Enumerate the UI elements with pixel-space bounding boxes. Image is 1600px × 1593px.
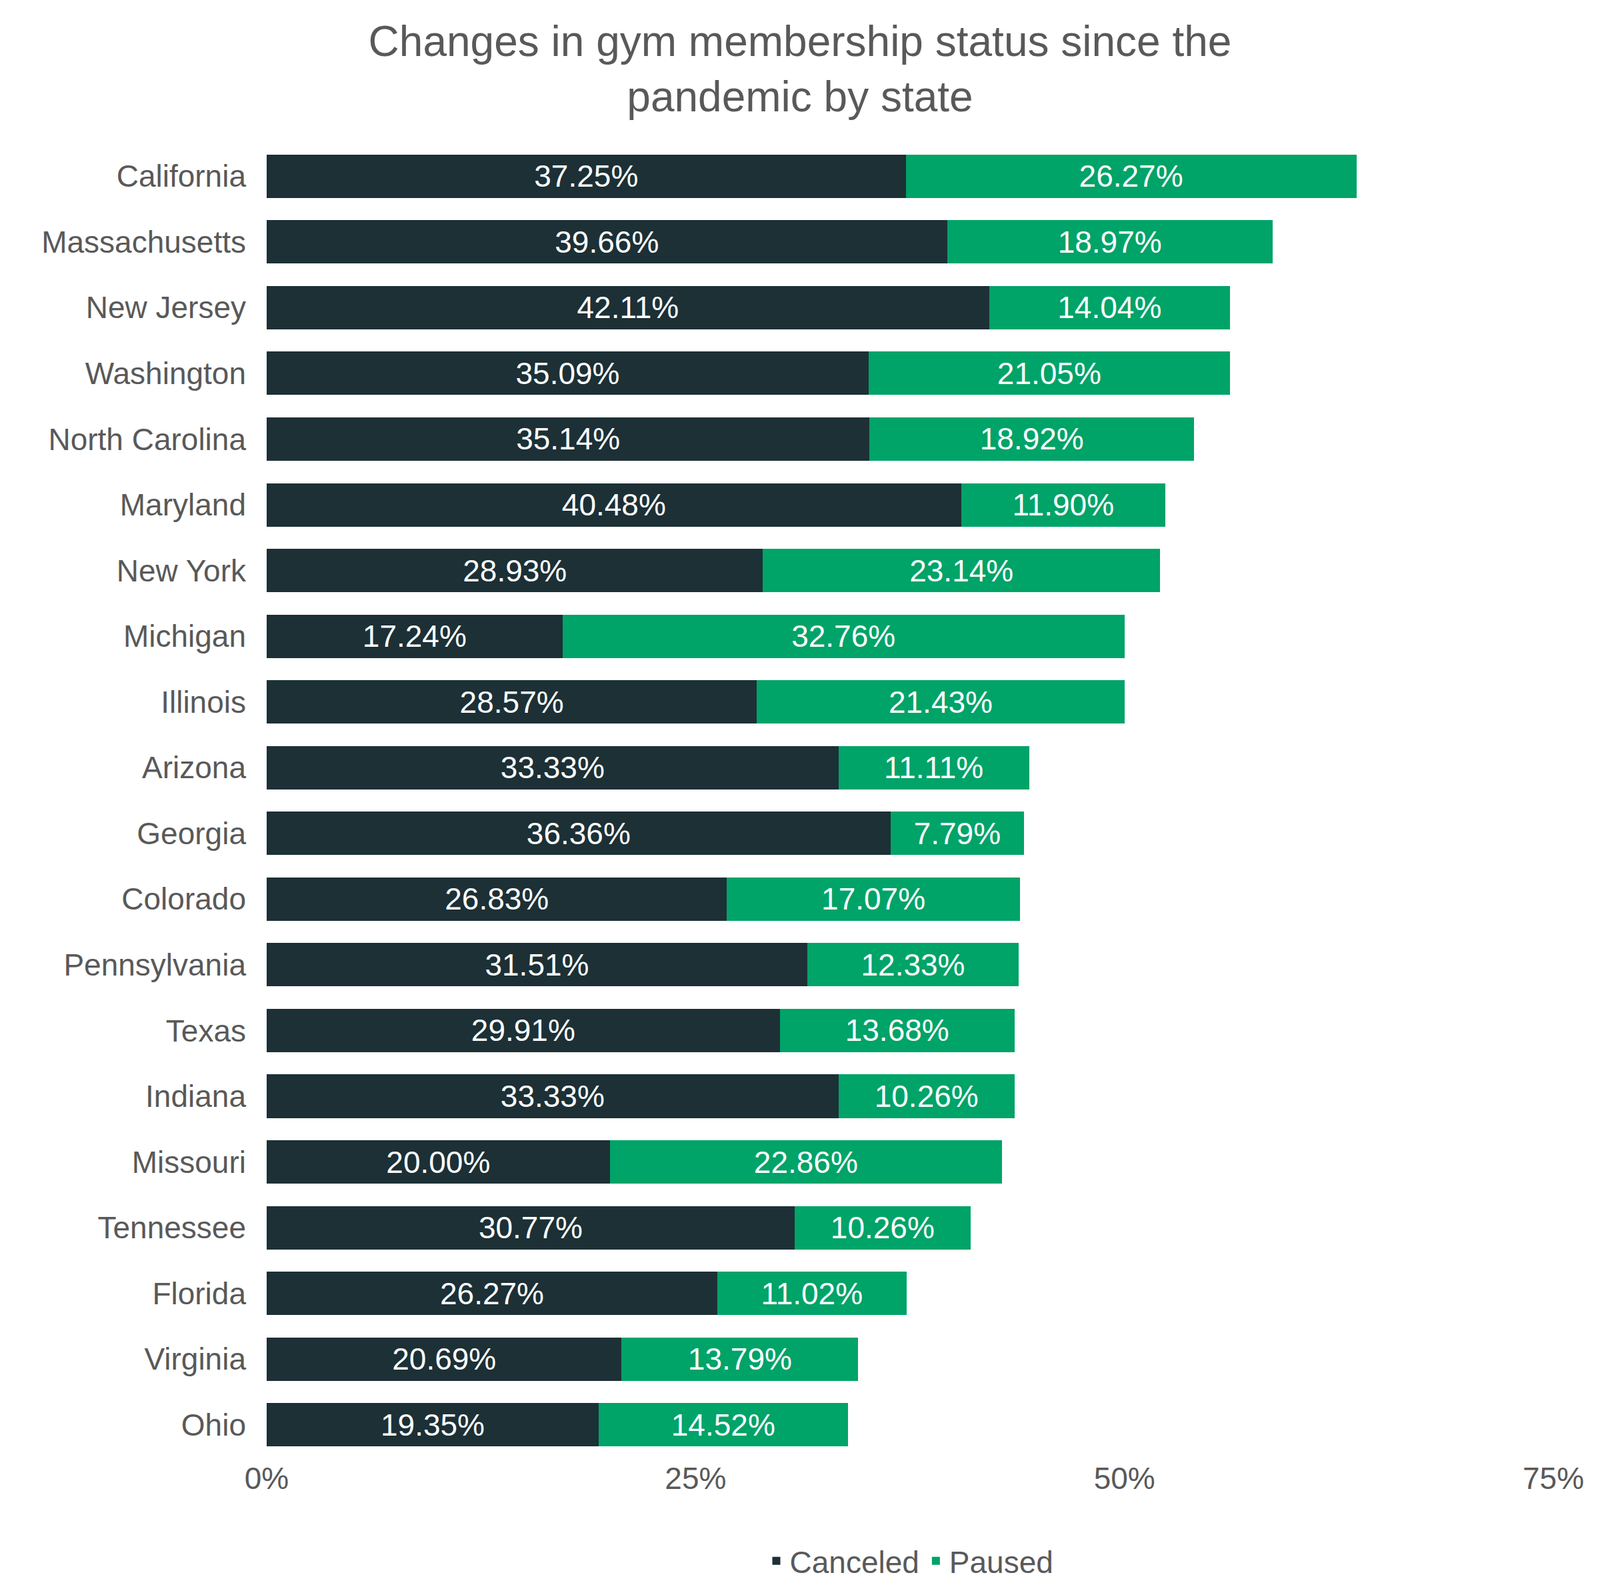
svg-text:Paused: Paused bbox=[949, 1544, 1054, 1580]
svg-text:Massachusetts: Massachusetts bbox=[41, 224, 246, 260]
svg-text:12.33%: 12.33% bbox=[860, 947, 965, 982]
svg-text:20.00%: 20.00% bbox=[386, 1144, 490, 1180]
svg-text:33.33%: 33.33% bbox=[500, 750, 605, 785]
svg-text:33.33%: 33.33% bbox=[500, 1078, 605, 1114]
svg-text:Texas: Texas bbox=[166, 1013, 246, 1048]
svg-text:Indiana: Indiana bbox=[145, 1078, 246, 1114]
svg-text:13.68%: 13.68% bbox=[845, 1012, 950, 1048]
svg-text:36.36%: 36.36% bbox=[526, 816, 631, 851]
svg-text:23.14%: 23.14% bbox=[909, 553, 1014, 588]
svg-text:Pennsylvania: Pennsylvania bbox=[63, 947, 246, 982]
svg-text:Illinois: Illinois bbox=[160, 684, 246, 720]
svg-text:32.76%: 32.76% bbox=[791, 618, 896, 654]
svg-text:19.35%: 19.35% bbox=[380, 1407, 485, 1442]
svg-text:26.27%: 26.27% bbox=[1079, 158, 1184, 194]
svg-text:Maryland: Maryland bbox=[120, 487, 246, 522]
svg-text:26.27%: 26.27% bbox=[440, 1276, 544, 1311]
svg-text:31.51%: 31.51% bbox=[484, 947, 589, 982]
svg-text:75%: 75% bbox=[1522, 1460, 1584, 1496]
svg-text:26.83%: 26.83% bbox=[444, 881, 549, 916]
svg-text:Michigan: Michigan bbox=[123, 618, 246, 654]
svg-text:21.05%: 21.05% bbox=[997, 356, 1102, 391]
svg-text:28.57%: 28.57% bbox=[460, 684, 564, 720]
svg-text:Colorado: Colorado bbox=[121, 881, 246, 916]
svg-text:28.93%: 28.93% bbox=[462, 553, 567, 588]
svg-text:Florida: Florida bbox=[152, 1276, 246, 1311]
svg-text:18.97%: 18.97% bbox=[1058, 224, 1162, 260]
svg-text:North Carolina: North Carolina bbox=[48, 422, 246, 457]
svg-text:13.79%: 13.79% bbox=[688, 1341, 792, 1376]
svg-text:25%: 25% bbox=[664, 1460, 726, 1496]
svg-text:7.79%: 7.79% bbox=[914, 816, 1001, 851]
svg-text:Missouri: Missouri bbox=[132, 1144, 246, 1180]
svg-text:Tennessee: Tennessee bbox=[98, 1210, 247, 1245]
svg-text:New Jersey: New Jersey bbox=[86, 290, 246, 325]
svg-text:11.90%: 11.90% bbox=[1012, 487, 1114, 522]
svg-text:40.48%: 40.48% bbox=[562, 487, 666, 522]
svg-text:20.69%: 20.69% bbox=[392, 1341, 496, 1376]
svg-text:Georgia: Georgia bbox=[136, 816, 246, 851]
svg-text:Changes in gym membership stat: Changes in gym membership status since t… bbox=[368, 17, 1232, 121]
svg-text:Ohio: Ohio bbox=[181, 1407, 246, 1442]
svg-text:35.14%: 35.14% bbox=[516, 421, 620, 456]
svg-text:10.26%: 10.26% bbox=[874, 1078, 979, 1114]
svg-text:50%: 50% bbox=[1094, 1460, 1156, 1496]
svg-text:Washington: Washington bbox=[85, 356, 246, 391]
svg-text:0%: 0% bbox=[244, 1460, 289, 1496]
svg-text:California: California bbox=[116, 158, 247, 194]
svg-text:42.11%: 42.11% bbox=[577, 290, 680, 325]
svg-text:11.11%: 11.11% bbox=[884, 750, 984, 785]
svg-text:29.91%: 29.91% bbox=[471, 1012, 576, 1048]
svg-text:14.04%: 14.04% bbox=[1057, 290, 1162, 325]
svg-text:17.07%: 17.07% bbox=[821, 881, 926, 916]
svg-text:18.92%: 18.92% bbox=[980, 421, 1084, 456]
svg-text:22.86%: 22.86% bbox=[754, 1144, 858, 1180]
svg-text:11.02%: 11.02% bbox=[761, 1276, 864, 1311]
svg-text:17.24%: 17.24% bbox=[362, 618, 467, 654]
svg-text:21.43%: 21.43% bbox=[888, 684, 993, 720]
svg-text:14.52%: 14.52% bbox=[671, 1407, 776, 1442]
svg-text:Canceled: Canceled bbox=[790, 1544, 920, 1580]
svg-text:37.25%: 37.25% bbox=[534, 158, 638, 194]
svg-text:Arizona: Arizona bbox=[142, 750, 246, 785]
svg-text:30.77%: 30.77% bbox=[478, 1210, 583, 1245]
svg-text:Virginia: Virginia bbox=[144, 1341, 246, 1376]
svg-text:35.09%: 35.09% bbox=[515, 356, 620, 391]
svg-text:10.26%: 10.26% bbox=[830, 1210, 935, 1245]
svg-text:39.66%: 39.66% bbox=[554, 224, 659, 260]
svg-text:New York: New York bbox=[116, 553, 247, 588]
